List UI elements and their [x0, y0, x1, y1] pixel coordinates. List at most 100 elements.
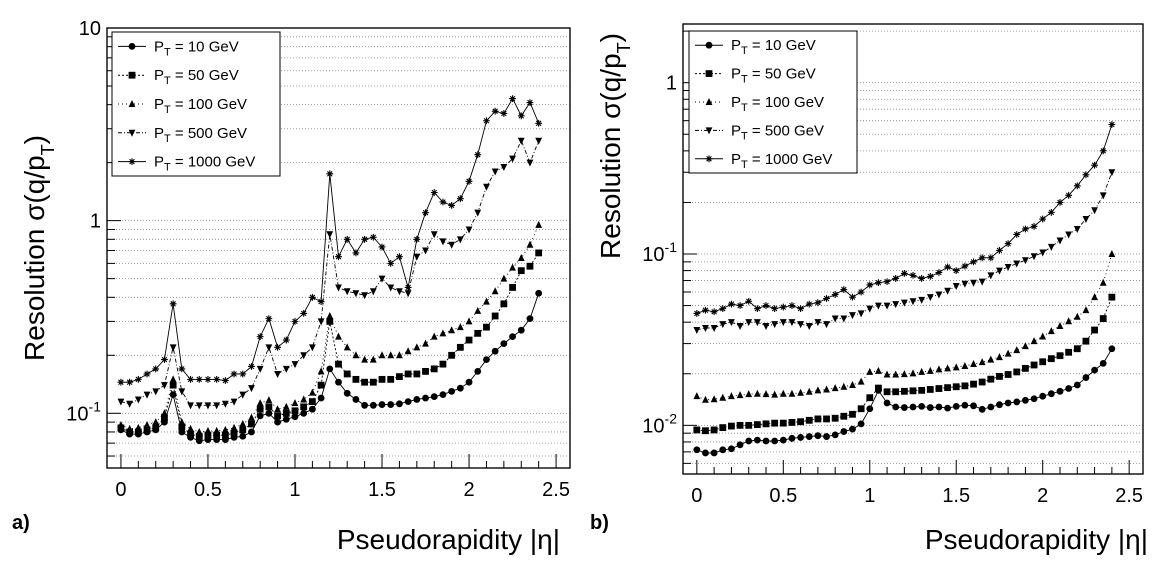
data-point — [926, 386, 934, 393]
data-point — [213, 375, 221, 383]
data-point — [693, 310, 701, 317]
data-point — [526, 262, 534, 270]
data-point — [857, 288, 865, 296]
data-point — [814, 299, 822, 307]
data-point — [335, 378, 342, 386]
data-point — [300, 403, 308, 411]
data-point — [230, 423, 238, 431]
data-point — [369, 378, 377, 386]
data-point — [439, 198, 447, 206]
data-point — [439, 238, 447, 246]
data-point — [762, 437, 770, 445]
data-point — [317, 381, 325, 389]
data-point — [343, 343, 351, 351]
data-point — [326, 311, 334, 319]
data-point — [1013, 368, 1021, 376]
data-point — [413, 235, 421, 243]
data-point — [430, 189, 438, 196]
data-point — [213, 431, 221, 439]
data-point — [831, 384, 839, 392]
data-point — [1039, 392, 1047, 400]
data-point — [944, 263, 951, 271]
data-point — [326, 365, 334, 373]
data-point — [396, 253, 403, 261]
series-star — [117, 95, 543, 386]
data-point — [422, 247, 429, 255]
data-point — [840, 428, 848, 435]
data-point — [369, 401, 377, 409]
data-point — [762, 390, 770, 398]
data-point — [849, 380, 856, 388]
data-point — [1099, 192, 1107, 200]
data-point — [1091, 207, 1098, 215]
data-point — [1099, 359, 1107, 367]
data-point — [500, 340, 508, 348]
data-point — [248, 385, 255, 393]
data-point — [987, 403, 995, 411]
data-point — [422, 394, 429, 402]
data-point — [883, 399, 891, 407]
x-tick-label: 1.5 — [942, 485, 970, 507]
plot-border — [106, 27, 571, 469]
data-point — [1039, 332, 1047, 340]
chart-panel-b: 10-2 10-1 1 0 0.5 1 1.5 2 2.5 PT = 10 GeV PT = 50… — [590, 23, 1148, 555]
data-point — [195, 432, 203, 440]
data-point — [866, 367, 874, 375]
data-point — [352, 375, 360, 383]
data-point — [274, 412, 281, 420]
data-point — [491, 107, 499, 115]
data-point — [352, 396, 360, 403]
y-axis-title-a: Resolution σ(q/pT) — [19, 135, 58, 361]
plot-border — [682, 23, 1144, 475]
data-point — [378, 401, 386, 408]
data-point — [1013, 231, 1021, 238]
data-point — [256, 405, 264, 413]
data-point — [239, 370, 247, 378]
data-point — [500, 300, 508, 308]
data-point — [1047, 355, 1055, 363]
data-point — [693, 426, 701, 434]
data-point — [736, 323, 744, 331]
data-point — [1091, 366, 1098, 374]
data-point — [710, 395, 718, 403]
data-point — [935, 403, 943, 411]
legend-label: PT = 100 GeV — [154, 96, 247, 116]
data-point — [1108, 169, 1116, 177]
data-point — [961, 382, 969, 390]
data-point — [823, 321, 830, 329]
data-point — [805, 300, 813, 308]
data-point — [779, 436, 787, 444]
data-point — [1047, 390, 1055, 398]
data-point — [745, 319, 753, 327]
data-point — [840, 412, 848, 420]
data-point — [745, 390, 753, 398]
data-point — [805, 387, 813, 395]
data-point — [1047, 243, 1055, 251]
data-point — [702, 395, 709, 403]
data-point — [535, 220, 543, 228]
data-point — [693, 446, 701, 454]
data-point — [509, 284, 516, 291]
data-point — [126, 428, 134, 436]
data-point — [265, 396, 273, 404]
data-point — [483, 356, 490, 363]
data-point — [1030, 395, 1038, 403]
data-point — [1082, 216, 1090, 224]
data-point — [178, 418, 186, 426]
data-point — [1082, 171, 1090, 179]
y-tick-label: 10 — [79, 18, 101, 40]
data-point — [134, 423, 142, 431]
data-point — [866, 305, 874, 313]
data-point — [926, 404, 934, 411]
data-point — [483, 117, 490, 125]
data-point — [831, 414, 839, 422]
data-point — [771, 390, 779, 398]
data-point — [117, 420, 125, 428]
data-point — [169, 344, 177, 352]
data-point — [970, 402, 977, 410]
data-point — [736, 441, 744, 449]
data-point — [378, 243, 386, 251]
data-point — [126, 400, 134, 408]
data-point — [1039, 249, 1047, 257]
data-point — [1013, 398, 1021, 406]
